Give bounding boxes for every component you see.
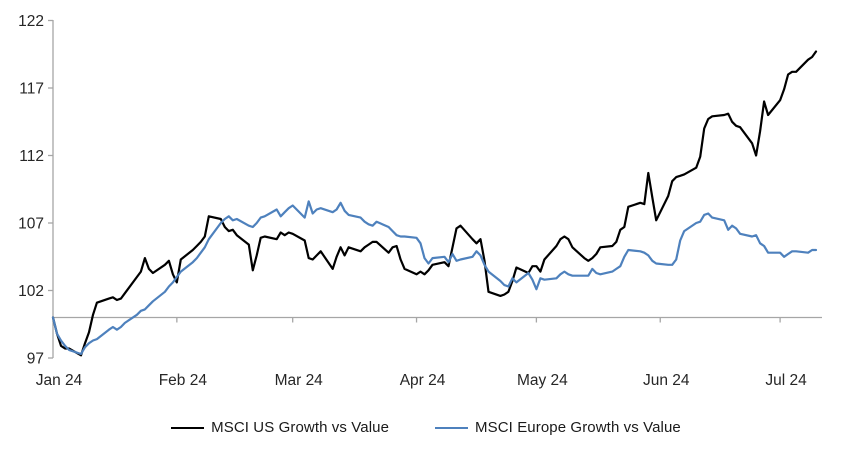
y-axis-tick-label: 112 — [19, 148, 44, 165]
y-axis-tick-label: 117 — [19, 81, 44, 98]
y-axis-tick-label: 97 — [27, 351, 44, 368]
legend-item-europe: MSCI Europe Growth vs Value — [435, 419, 681, 436]
x-axis-tick-label: Feb 24 — [159, 372, 208, 389]
x-axis-tick-label: Jun 24 — [643, 372, 690, 389]
legend: MSCI US Growth vs Value MSCI Europe Grow… — [0, 419, 852, 436]
legend-item-us: MSCI US Growth vs Value — [171, 419, 389, 436]
y-axis-tick-label: 107 — [18, 216, 44, 233]
europe-legend-label: MSCI Europe Growth vs Value — [475, 419, 681, 436]
us-legend-label: MSCI US Growth vs Value — [211, 419, 390, 436]
x-axis-tick-label: Mar 24 — [275, 372, 324, 389]
y-axis-tick-label: 122 — [18, 13, 44, 30]
x-axis-tick-label: Apr 24 — [400, 372, 446, 389]
europe-line-swatch — [435, 426, 469, 429]
x-axis-tick-label: May 24 — [517, 372, 568, 389]
us-series-line — [51, 50, 818, 357]
x-axis-tick-label: Jan 24 — [36, 372, 83, 389]
us-line-swatch — [171, 426, 205, 429]
europe-series-line — [51, 200, 818, 356]
y-axis-tick-label: 102 — [18, 283, 44, 300]
x-axis-tick-label: Jul 24 — [765, 372, 807, 389]
